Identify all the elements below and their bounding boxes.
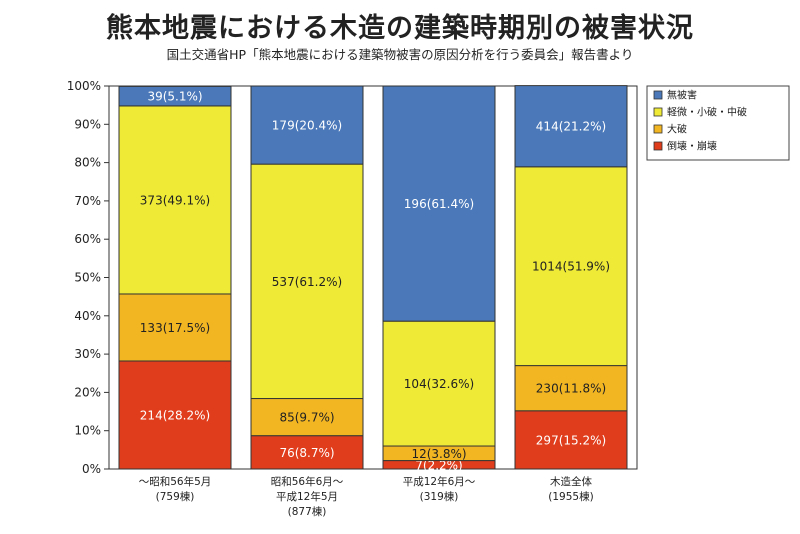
y-tick-label: 40% xyxy=(74,309,101,323)
bar-segment xyxy=(118,85,232,107)
data-label: 133(17.5%) xyxy=(140,321,210,335)
bar-segment xyxy=(250,435,364,470)
bar-segment xyxy=(514,365,628,412)
legend-label: 倒壊・崩壊 xyxy=(667,140,717,153)
bar-segment xyxy=(250,398,364,437)
legend-label: 無被害 xyxy=(667,89,697,102)
bars: 214(28.2%) 133(17.5%) 373(49.1%) 39(5.1%) 76… xyxy=(118,85,628,472)
bar-segment xyxy=(514,85,628,168)
data-label: 104(32.6%) xyxy=(404,377,474,391)
y-tick-label: 10% xyxy=(74,424,101,438)
data-label: 179(20.4%) xyxy=(272,119,342,133)
bar-segment xyxy=(514,166,628,367)
legend-box xyxy=(646,85,790,161)
y-axis: 0% 10% 20% 30% 40% 50% 60% 70% 80% 90% 100% xyxy=(67,79,109,476)
bar-segment xyxy=(118,293,232,362)
data-label: 1014(51.9%) xyxy=(532,260,610,274)
bar-segment xyxy=(382,320,496,447)
data-label: 39(5.1%) xyxy=(147,90,202,104)
y-tick-label: 90% xyxy=(74,117,101,131)
y-tick-label: 0% xyxy=(82,462,101,476)
bar-segment xyxy=(382,85,496,322)
y-tick-label: 70% xyxy=(74,194,101,208)
y-tick-label: 50% xyxy=(74,271,101,285)
legend-swatch xyxy=(653,141,663,151)
x-category-label: (759棟) xyxy=(156,490,195,503)
data-label: 76(8.7%) xyxy=(279,446,334,460)
legend-label: 大破 xyxy=(667,123,687,136)
x-category-label: 平成12年6月～ xyxy=(403,475,476,488)
data-label: 414(21.2%) xyxy=(536,120,606,134)
data-label: 297(15.2%) xyxy=(536,433,606,447)
data-label: 12(3.8%) xyxy=(411,447,466,461)
bar-segment xyxy=(118,360,232,470)
y-tick-label: 100% xyxy=(67,79,101,93)
chart-subtitle: 国土交通省HP「熊本地震における建築物被害の原因分析を行う委員会」報告書より xyxy=(166,47,634,62)
x-category-label: (877棟) xyxy=(288,505,327,518)
x-axis: ～昭和56年5月 (759棟) 昭和56年6月～ 平成12年5月 (877棟) 平成12年… xyxy=(139,475,594,518)
bar-segment xyxy=(250,163,364,400)
x-category-label: (1955棟) xyxy=(548,490,593,503)
bar-segment xyxy=(250,85,364,165)
bar-segment xyxy=(514,410,628,470)
data-label: 214(28.2%) xyxy=(140,408,210,422)
bar-segment xyxy=(118,105,232,295)
data-label: 7(2.2%) xyxy=(415,458,462,472)
x-category-label: 木造全体 xyxy=(550,475,592,488)
y-tick-label: 80% xyxy=(74,156,101,170)
data-label: 373(49.1%) xyxy=(140,193,210,207)
x-category-label: ～昭和56年5月 xyxy=(139,475,212,488)
data-label: 85(9.7%) xyxy=(279,411,334,425)
legend-label: 軽微・小破・中破 xyxy=(667,106,747,119)
legend-swatch xyxy=(653,90,663,100)
data-label: 196(61.4%) xyxy=(404,197,474,211)
y-tick-label: 60% xyxy=(74,232,101,246)
y-tick-label: 20% xyxy=(74,385,101,399)
x-category-label: 昭和56年6月～ xyxy=(271,475,344,488)
chart-title: 熊本地震における木造の建築時期別の被害状況 xyxy=(106,13,694,44)
data-label: 230(11.8%) xyxy=(536,382,606,396)
legend-swatch xyxy=(653,124,663,134)
y-tick-label: 30% xyxy=(74,347,101,361)
x-category-label: 平成12年5月 xyxy=(276,490,338,503)
data-label: 537(61.2%) xyxy=(272,275,342,289)
legend-swatch xyxy=(653,107,663,117)
x-category-label: (319棟) xyxy=(420,490,459,503)
